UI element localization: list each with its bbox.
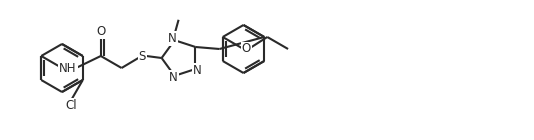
Text: S: S — [139, 50, 146, 62]
Text: Cl: Cl — [65, 99, 76, 112]
Text: O: O — [96, 25, 105, 38]
Text: N: N — [168, 32, 177, 45]
Text: NH: NH — [59, 61, 77, 74]
Text: O: O — [242, 43, 251, 55]
Text: N: N — [169, 71, 178, 84]
Text: N: N — [193, 64, 202, 76]
